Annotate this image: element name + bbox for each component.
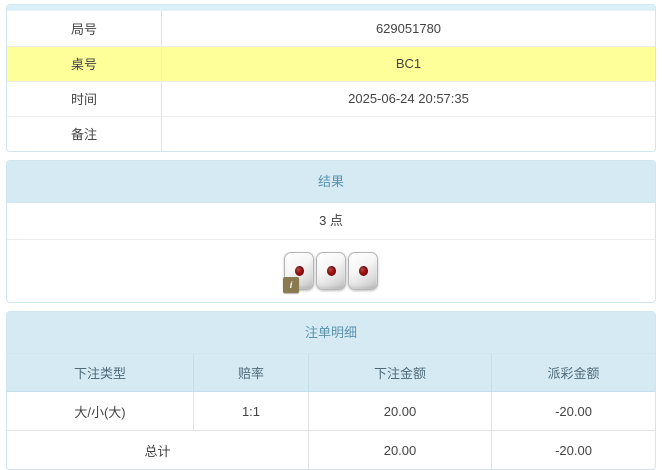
info-label-round-number: 局号 bbox=[7, 11, 162, 47]
info-rows: 局号 629051780 桌号 BC1 时间 2025-06-24 20:57:… bbox=[7, 11, 655, 151]
table-row-total: 总计 20.00 -20.00 bbox=[7, 430, 655, 469]
result-section: 结果 3 点 i bbox=[6, 160, 656, 303]
info-label-remark: 备注 bbox=[7, 116, 162, 151]
cell-bet-amount: 20.00 bbox=[308, 391, 492, 431]
column-header-payout-amount: 派彩金额 bbox=[491, 354, 655, 392]
info-row-round-number: 局号 629051780 bbox=[7, 11, 655, 47]
result-section-title: 结果 bbox=[7, 161, 655, 203]
info-label-time: 时间 bbox=[7, 81, 162, 117]
table-row: 大/小(大) 1:1 20.00 -20.00 bbox=[7, 391, 655, 431]
info-table-top-strip bbox=[7, 5, 655, 11]
column-header-bet-type: 下注类型 bbox=[7, 354, 194, 392]
bet-detail-section: 注单明细 下注类型 赔率 下注金额 派彩金额 大/小(大) 1:1 20.00 … bbox=[6, 311, 656, 470]
bet-detail-title: 注单明细 bbox=[7, 312, 655, 354]
die-2[interactable] bbox=[316, 252, 346, 290]
info-row-remark: 备注 bbox=[7, 116, 655, 151]
cell-bet-type: 大/小(大) bbox=[7, 391, 194, 431]
result-dice-row: i bbox=[7, 240, 655, 302]
info-value-time: 2025-06-24 20:57:35 bbox=[161, 81, 655, 117]
info-row-time: 时间 2025-06-24 20:57:35 bbox=[7, 81, 655, 117]
cell-payout-amount: -20.00 bbox=[491, 391, 655, 431]
bet-detail-header-row: 下注类型 赔率 下注金额 派彩金额 bbox=[7, 354, 655, 392]
die-3[interactable] bbox=[348, 252, 378, 290]
cell-odds: 1:1 bbox=[193, 391, 309, 431]
die-1[interactable]: i bbox=[283, 252, 314, 293]
cell-total-label: 总计 bbox=[7, 430, 309, 469]
cell-total-payout-amount: -20.00 bbox=[491, 430, 655, 469]
info-value-table-number: BC1 bbox=[161, 46, 655, 82]
bet-detail-table: 下注类型 赔率 下注金额 派彩金额 大/小(大) 1:1 20.00 -20.0… bbox=[7, 354, 655, 469]
info-row-table-number: 桌号 BC1 bbox=[7, 46, 655, 82]
info-label-table-number: 桌号 bbox=[7, 46, 162, 82]
die-pip-icon bbox=[358, 266, 368, 276]
die-pip-icon bbox=[326, 266, 336, 276]
result-total-points: 3 点 bbox=[7, 203, 655, 240]
round-info-table: 局号 629051780 桌号 BC1 时间 2025-06-24 20:57:… bbox=[6, 4, 656, 152]
column-header-bet-amount: 下注金额 bbox=[308, 354, 492, 392]
info-value-remark bbox=[162, 116, 656, 151]
column-header-odds: 赔率 bbox=[193, 354, 309, 392]
info-icon[interactable]: i bbox=[283, 277, 299, 293]
info-value-round-number: 629051780 bbox=[161, 11, 655, 47]
cell-total-bet-amount: 20.00 bbox=[308, 430, 492, 469]
die-pip-icon bbox=[294, 266, 304, 276]
